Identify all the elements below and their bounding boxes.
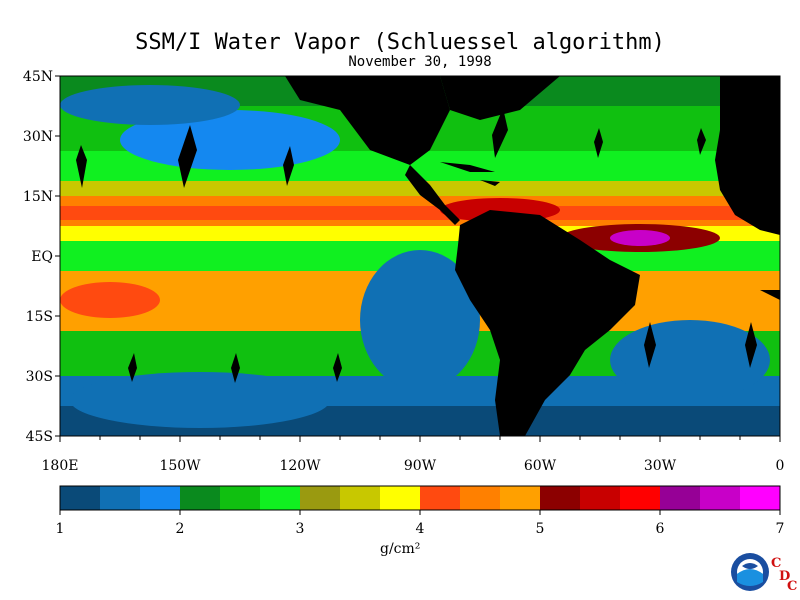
lat-label: 30S <box>26 369 53 385</box>
colorbar-tick-label: 6 <box>656 521 665 537</box>
lat-label: 15N <box>23 189 53 205</box>
noaa-logo-icon <box>731 553 769 591</box>
lon-label: 30W <box>644 458 677 474</box>
colorbar-swatch <box>260 486 300 510</box>
colorbar-swatch <box>500 486 540 510</box>
colorbar-swatch <box>380 486 420 510</box>
colorbar-tick-label: 7 <box>776 521 785 537</box>
colorbar-tick-label: 2 <box>176 521 185 537</box>
lon-label: 90W <box>404 458 437 474</box>
lon-label: 120W <box>279 458 321 474</box>
colorbar-swatch <box>660 486 700 510</box>
lat-label: 45S <box>26 429 53 445</box>
cdc-letter: D <box>779 569 791 584</box>
colorbar-swatch <box>340 486 380 510</box>
colorbar-swatch <box>580 486 620 510</box>
colorbar-swatch <box>540 486 580 510</box>
lon-label: 180E <box>42 458 79 474</box>
latitude-axis: 45N 30N 15N EQ 15S 30S 45S <box>23 69 60 445</box>
colorbar-swatch <box>100 486 140 510</box>
colorbar <box>59 485 781 511</box>
colorbar-unit: g/cm² <box>380 541 421 557</box>
map-date: November 30, 1998 <box>348 54 492 70</box>
cdc-letter: C <box>787 579 798 594</box>
colorbar-swatch <box>220 486 260 510</box>
lon-label: 150W <box>159 458 201 474</box>
colorbar-swatch <box>140 486 180 510</box>
cdc-letter: C <box>771 556 782 571</box>
colorbar-tick-label: 1 <box>56 521 65 537</box>
colorbar-tick-label: 4 <box>416 521 425 537</box>
colorbar-swatch <box>740 486 780 510</box>
colorbar-swatch <box>620 486 660 510</box>
map-title: SSM/I Water Vapor (Schluessel algorithm) <box>135 30 665 55</box>
colorbar-swatch <box>60 486 100 510</box>
longitude-axis: 180E 150W 120W 90W 60W 30W 0 <box>42 436 785 474</box>
lat-label: 30N <box>23 129 53 145</box>
colorbar-swatch <box>300 486 340 510</box>
colorbar-swatch <box>700 486 740 510</box>
lon-label: 60W <box>524 458 557 474</box>
colorbar-swatch <box>460 486 500 510</box>
colorbar-swatch <box>180 486 220 510</box>
colorbar-tick-label: 3 <box>296 521 305 537</box>
colorbar-ticks: 1 2 3 4 5 6 7 <box>56 510 785 537</box>
colorbar-swatch <box>420 486 460 510</box>
colorbar-tick-label: 5 <box>536 521 545 537</box>
lon-label: 0 <box>776 458 785 474</box>
map-panel <box>59 75 781 437</box>
lat-label: 15S <box>26 309 53 325</box>
lat-label: EQ <box>31 249 53 265</box>
lat-label: 45N <box>23 69 53 85</box>
